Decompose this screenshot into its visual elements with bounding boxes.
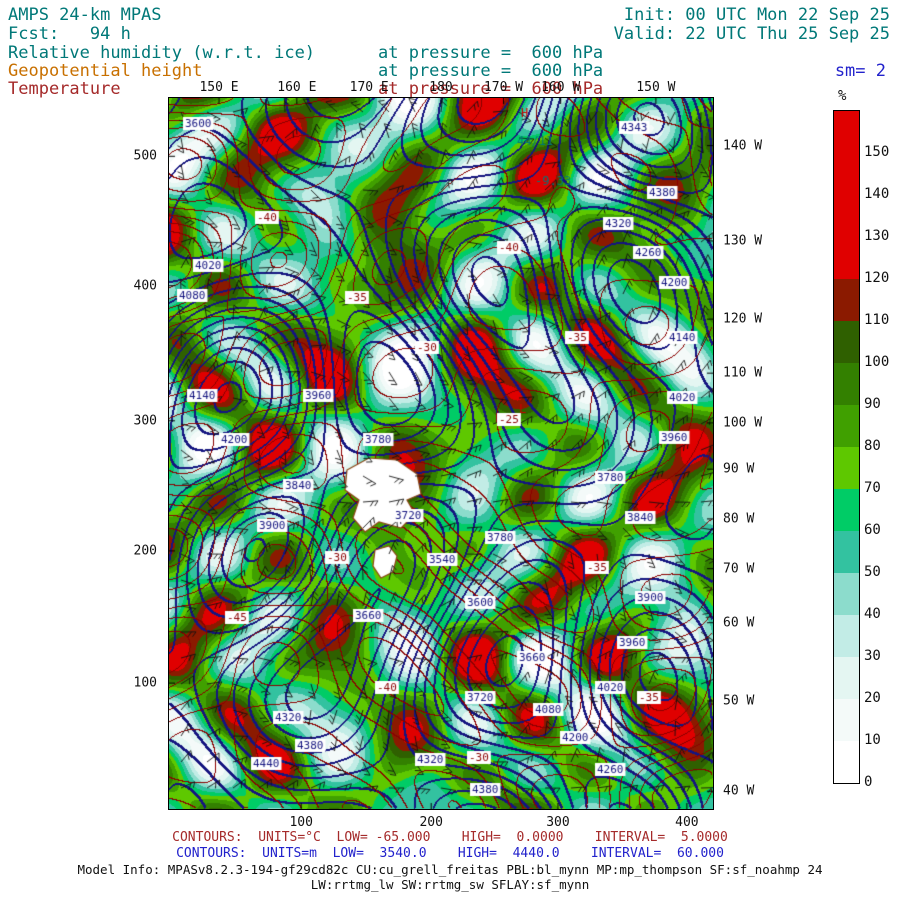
colorbar-tick-label: 110: [864, 312, 890, 328]
field-temp-label: Temperature: [8, 79, 121, 99]
height-contour-info: CONTOURS: UNITS=m LOW= 3540.0 HIGH= 4440…: [176, 846, 724, 861]
top-axis-tick: 150 E: [199, 80, 239, 95]
left-axis-tick: 200: [133, 543, 157, 559]
colorbar-tick-label: 70: [864, 480, 881, 496]
model-info-line1: Model Info: MPASv8.2.3-194-gf29cd82c CU:…: [77, 862, 823, 877]
colorbar-cell: [834, 489, 859, 531]
left-axis-tick: 400: [133, 278, 157, 294]
right-axis-tick: 140 W: [723, 138, 763, 154]
model-title: AMPS 24-km MPAS: [8, 5, 162, 25]
colorbar-tick-label: 120: [864, 270, 890, 286]
right-axis-tick: 40 W: [723, 783, 755, 799]
colorbar-tick-label: 140: [864, 186, 890, 202]
colorbar-tick-label: 30: [864, 648, 881, 664]
smoothing-label: sm= 2: [834, 61, 886, 81]
right-axis-tick: 90 W: [723, 461, 755, 477]
colorbar-cell: [834, 573, 859, 615]
right-axis-tick: 120 W: [723, 311, 763, 327]
right-axis-tick: 130 W: [723, 233, 763, 249]
map-panel: 150 E 160 E 170 E 180 170 W 160 W 150 W 100 200…: [134, 80, 763, 830]
colorbar-tick-label: 10: [864, 732, 881, 748]
colorbar-cell: [834, 405, 859, 447]
colorbar-cell: [834, 195, 859, 237]
field-height-level: at pressure = 600 hPa: [378, 61, 604, 81]
colorbar-cell: [834, 657, 859, 699]
field-temp-level: at pressure = 600 hPa: [378, 79, 604, 99]
colorbar-labels: 150 140 130 120 110 100 90 80 70 60 50 40 30 20 10 0: [864, 110, 900, 790]
right-axis-tick: 80 W: [723, 511, 755, 527]
temp-contour-info: CONTOURS: UNITS=°C LOW= -65.000 HIGH= 0.…: [172, 830, 728, 845]
field-height-label: Geopotential height: [8, 61, 203, 81]
right-axis-tick: 70 W: [723, 561, 755, 577]
forecast-hour: Fcst: 94 h: [8, 24, 131, 44]
colorbar-cell: [834, 237, 859, 279]
colorbar-tick-label: 150: [864, 144, 890, 160]
valid-time: Valid: 22 UTC Thu 25 Sep 25: [613, 24, 890, 44]
colorbar-tick-label: 20: [864, 690, 881, 706]
left-axis-tick: 500: [133, 148, 157, 164]
colorbar-tick-label: 50: [864, 564, 881, 580]
colorbar-cell: [834, 279, 859, 321]
field-rh-label: Relative humidity (w.r.t. ice): [8, 43, 316, 63]
colorbar: [833, 110, 860, 784]
colorbar-cell: [834, 615, 859, 657]
left-axis-tick: 100: [133, 675, 157, 691]
bottom-axis-tick: 100: [289, 815, 313, 830]
init-time: Init: 00 UTC Mon 22 Sep 25: [623, 5, 890, 25]
forecast-map-canvas: [169, 98, 713, 809]
left-axis-tick: 300: [133, 413, 157, 429]
colorbar-cell: [834, 741, 859, 783]
colorbar-tick-label: 130: [864, 228, 890, 244]
bottom-axis-tick: 400: [675, 815, 699, 830]
right-axis-tick: 100 W: [723, 415, 763, 431]
right-axis: 140 W 130 W 120 W 110 W 100 W 90 W 80 W 70 W 60 …: [717, 98, 779, 809]
right-axis-tick: 50 W: [723, 693, 755, 709]
colorbar-cell: [834, 363, 859, 405]
colorbar-cell: [834, 111, 859, 153]
colorbar-tick-label: 100: [864, 354, 890, 370]
bottom-axis-tick: 200: [419, 815, 443, 830]
top-axis-tick: 160 E: [277, 80, 317, 95]
colorbar-tick-label: 80: [864, 438, 881, 454]
field-rh-level: at pressure = 600 hPa: [378, 43, 604, 63]
right-axis-tick: 60 W: [723, 615, 755, 631]
model-info-line2: LW:rrtmg_lw SW:rrtmg_sw SFLAY:sf_mynn: [310, 877, 590, 892]
colorbar-tick-label: 40: [864, 606, 881, 622]
colorbar-unit: %: [838, 88, 847, 104]
colorbar-tick-label: 90: [864, 396, 881, 412]
colorbar-cell: [834, 447, 859, 489]
colorbar-cell: [834, 531, 859, 573]
bottom-axis: 100 200 300 400: [169, 814, 713, 830]
colorbar-tick-label: 0: [864, 774, 873, 790]
colorbar-cell: [834, 699, 859, 741]
left-axis: 500 400 300 200 100: [111, 98, 163, 809]
colorbar-cell: [834, 153, 859, 195]
right-axis-tick: 110 W: [723, 365, 763, 381]
colorbar-tick-label: 60: [864, 522, 881, 538]
bottom-axis-tick: 300: [546, 815, 570, 830]
colorbar-cell: [834, 321, 859, 363]
top-axis-tick: 150 W: [636, 80, 676, 95]
